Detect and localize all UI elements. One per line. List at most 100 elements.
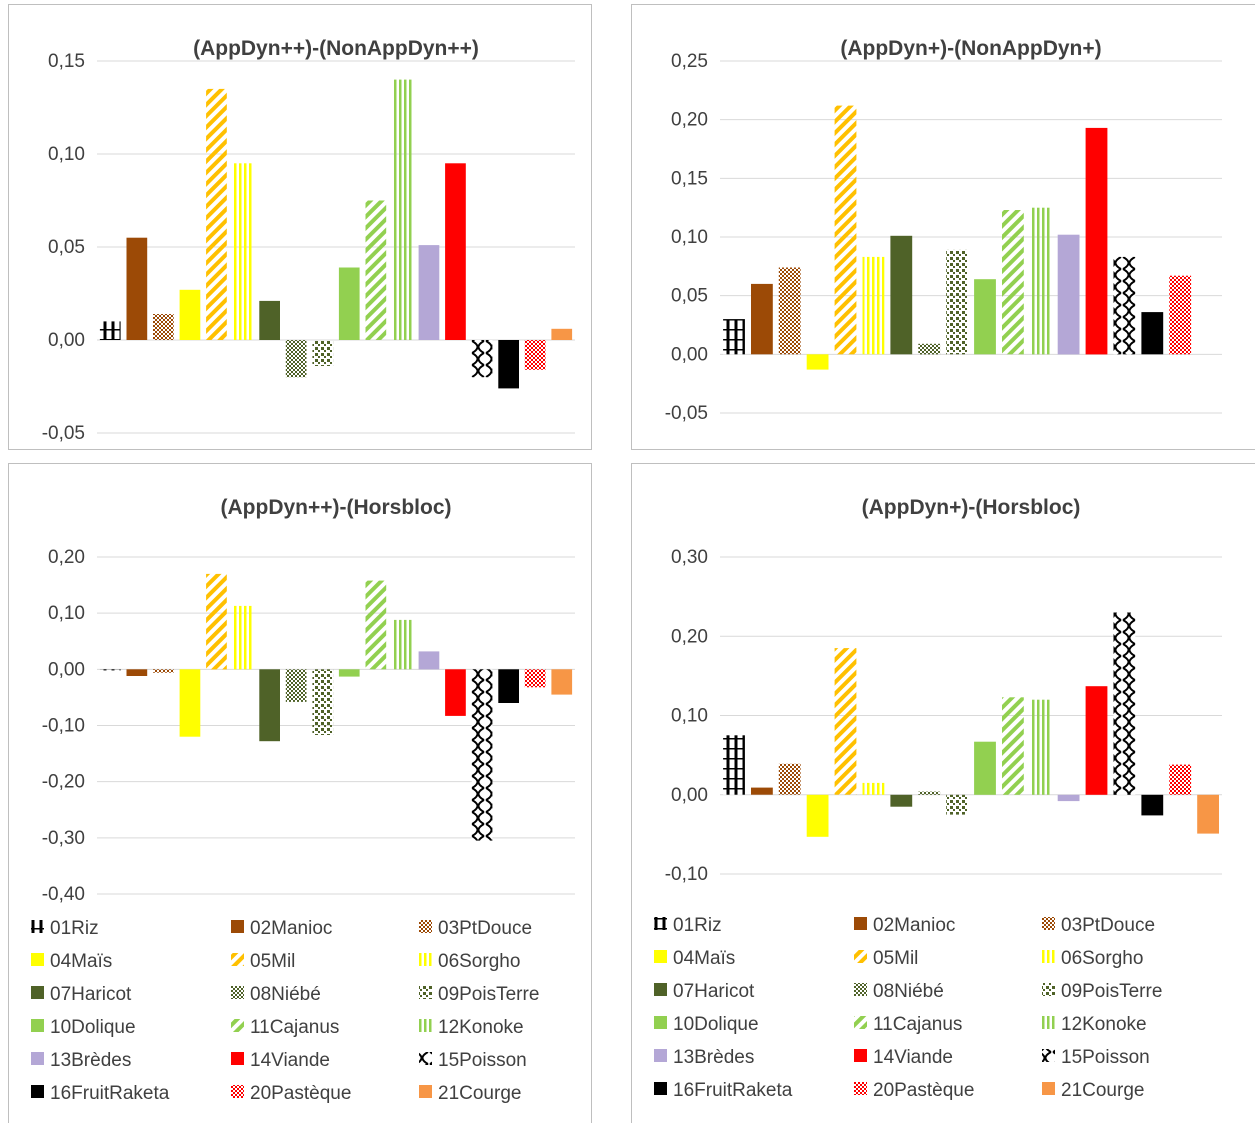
legend-label: 16FruitRaketa [50, 1083, 170, 1104]
legend-label: 02Manioc [873, 915, 955, 936]
bar-05mil [206, 573, 227, 670]
bar-11cajanus [1002, 697, 1024, 795]
legend-item-06sorgho: 06Sorgho [419, 951, 520, 972]
legend-label: 10Dolique [50, 1017, 136, 1038]
legend-swatch [854, 1049, 867, 1062]
bar-12konoke [392, 79, 413, 340]
y-tick-label: 0,00 [48, 659, 85, 680]
bar-05mil [206, 88, 227, 341]
legend-swatch [231, 920, 244, 933]
bar-02manioc [751, 283, 773, 355]
y-tick-label: 0,00 [48, 330, 85, 351]
legend-item-09poisterre: 09PoisTerre [419, 984, 539, 1005]
bar-08niebe [285, 669, 307, 702]
y-tick-label: 0,15 [671, 168, 708, 189]
legend-label: 05Mil [873, 948, 918, 969]
legend-label: 15Poisson [438, 1050, 527, 1071]
y-tick-label: -0,05 [42, 423, 85, 444]
bar-16fruitraketa [1141, 312, 1164, 355]
legend-item-08niebe: 08Niébé [231, 984, 321, 1005]
bar-12konoke [1029, 699, 1052, 795]
chart-panel-appdynp-nonappdynp: (AppDyn+)-(NonAppDyn+) -0,05 0,00 0,05 0,10 0… [631, 4, 1255, 450]
legend-item-21courge: 21Courge [419, 1083, 521, 1104]
legend-label: 10Dolique [673, 1014, 759, 1035]
legend-swatch [654, 983, 667, 996]
y-tick-label: -0,40 [42, 884, 85, 905]
bar-07haricot [890, 235, 913, 355]
legend-label: 08Niébé [250, 984, 321, 1005]
bar-01riz [99, 321, 121, 340]
bar-20pasteque [1169, 275, 1192, 355]
bar-04mais [179, 669, 201, 737]
bar-21courge [1197, 794, 1219, 834]
legend-label: 20Pastèque [873, 1080, 974, 1101]
legend-swatch [854, 983, 867, 996]
legend-label: 09PoisTerre [1061, 981, 1162, 1002]
legend-swatch [231, 986, 244, 999]
bar-05mil [834, 105, 857, 355]
bar-01riz [99, 669, 121, 671]
y-tick-label: 0,20 [671, 110, 708, 131]
legend-swatch [1042, 1049, 1055, 1062]
chart-svg: (AppDyn+)-(Horsbloc) -0,10 0,00 0,10 0,20 0,3… [654, 496, 1222, 1101]
bar-14viande [1085, 127, 1108, 355]
bar-09poisterre [312, 340, 334, 366]
legend-label: 11Cajanus [250, 1017, 339, 1038]
bar-03ptdouce [153, 669, 174, 673]
bar-02manioc [126, 669, 148, 676]
chart-panel-appdynp-horsbloc: (AppDyn+)-(Horsbloc) -0,10 0,00 0,10 0,20 0,3… [631, 463, 1255, 1123]
legend-swatch [419, 920, 432, 933]
bar-03ptdouce [153, 314, 174, 340]
bar-13bredes [1057, 794, 1080, 802]
bar-06sorgho [862, 782, 885, 795]
y-tick-label: -0,10 [665, 864, 708, 885]
bar-10dolique [974, 741, 996, 795]
legend-item-08niebe: 08Niébé [854, 981, 944, 1002]
legend-item-01riz: 01Riz [654, 915, 722, 936]
bar-07haricot [259, 300, 280, 340]
legend-swatch [419, 986, 432, 999]
legend-swatch [854, 1016, 867, 1029]
legend-label: 16FruitRaketa [673, 1080, 793, 1101]
legend-swatch [419, 953, 432, 966]
chart-svg: (AppDyn+)-(NonAppDyn+) -0,05 0,00 0,05 0,10 0… [665, 37, 1222, 424]
legend-swatch [31, 1019, 44, 1032]
legend-label: 21Courge [438, 1083, 521, 1104]
legend-item-05mil: 05Mil [854, 948, 918, 969]
legend-item-03ptdouce: 03PtDouce [419, 918, 532, 939]
legend-swatch [419, 1019, 432, 1032]
y-tick-label: 0,20 [671, 626, 708, 647]
bar-12konoke [392, 619, 413, 670]
bar-10dolique [974, 279, 996, 355]
bar-08niebe [918, 791, 941, 795]
legend-item-20pasteque: 20Pastèque [854, 1080, 974, 1101]
y-tick-label: 0,05 [48, 237, 85, 258]
legend-item-07haricot: 07Haricot [31, 984, 132, 1005]
bar-04mais [806, 354, 829, 370]
bar-20pasteque [524, 340, 546, 370]
legend-item-15poisson: 15Poisson [419, 1050, 527, 1071]
chart-title: (AppDyn++)-(NonAppDyn++) [193, 37, 479, 60]
y-tick-label: 0,10 [671, 227, 708, 248]
legend-item-07haricot: 07Haricot [654, 981, 755, 1002]
legend-swatch [31, 953, 44, 966]
legend-item-13bredes: 13Brèdes [31, 1050, 131, 1071]
legend-item-10dolique: 10Dolique [31, 1017, 136, 1038]
chart-svg: (AppDyn++)-(Horsbloc) -0,40 -0,30 -0,20 -0,1… [31, 496, 575, 1104]
bar-14viande [445, 669, 466, 716]
legend-swatch [654, 1082, 667, 1095]
bar-16fruitraketa [1141, 794, 1164, 816]
legend-label: 01Riz [673, 915, 722, 936]
y-tick-label: -0,20 [42, 772, 85, 793]
legend-label: 12Konoke [438, 1017, 524, 1038]
bar-10dolique [338, 267, 360, 340]
legend-item-13bredes: 13Brèdes [654, 1047, 754, 1068]
legend-item-03ptdouce: 03PtDouce [1042, 915, 1155, 936]
legend-label: 06Sorgho [1061, 948, 1143, 969]
legend-label: 13Brèdes [50, 1050, 131, 1071]
legend-item-01riz: 01Riz [31, 918, 99, 939]
legend-swatch [231, 1019, 244, 1032]
legend-label: 01Riz [50, 918, 99, 939]
bar-09poisterre [312, 669, 334, 735]
y-tick-label: 0,10 [48, 603, 85, 624]
